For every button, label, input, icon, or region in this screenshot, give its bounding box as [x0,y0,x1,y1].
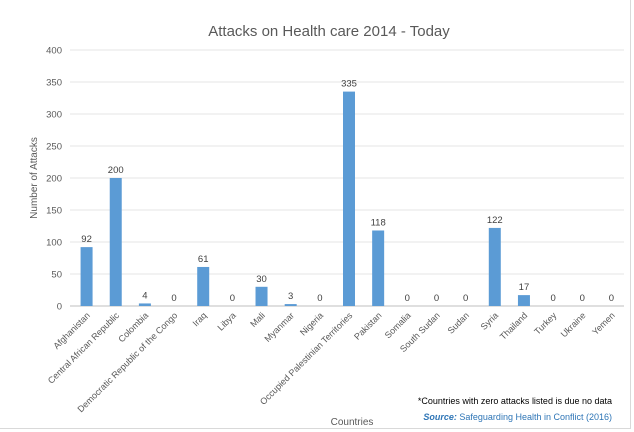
bar [517,295,530,306]
bar [255,286,268,306]
bar [372,230,385,306]
y-tick-label: 300 [46,110,62,121]
data-label: 0 [463,293,468,304]
data-label: 92 [81,234,92,245]
x-axis-title: Countries [331,417,374,428]
data-label: 0 [171,293,176,304]
x-tick-label: Mali [248,310,267,329]
x-tick-label: Libya [215,310,237,332]
data-label: 118 [371,217,386,228]
source-text: Safeguarding Health in Conflict (2016) [456,412,612,422]
bar [343,91,355,306]
y-tick-label: 0 [57,302,62,313]
x-tick-label: Syria [479,310,501,332]
y-tick-label: 50 [51,270,62,281]
y-tick-label: 350 [46,78,62,89]
data-label: 3 [288,291,293,302]
x-tick-label: Turkey [532,310,559,337]
bar [284,304,297,306]
source-prefix: Source: [423,412,457,422]
y-tick-label: 250 [46,142,62,153]
data-label: 4 [142,290,147,301]
data-label: 0 [230,293,235,304]
bar [138,303,151,306]
bar [488,227,501,306]
data-label: 0 [317,293,322,304]
data-label: 0 [609,293,614,304]
x-tick-label: Pakistan [352,310,383,341]
bar [80,247,93,306]
x-tick-label: Yemen [590,310,617,337]
footnote: *Countries with zero attacks listed is d… [417,396,612,406]
data-label: 61 [198,254,209,265]
bar [109,178,122,306]
data-label: 17 [519,282,530,293]
y-tick-label: 100 [46,238,62,249]
data-label: 200 [108,165,124,176]
x-tick-label: Myanmar [262,310,296,344]
data-label: 122 [487,215,503,226]
y-tick-label: 150 [46,206,62,217]
data-label: 335 [341,79,357,90]
x-tick-label: Nigeria [298,310,325,337]
bar [197,266,210,306]
y-tick-label: 200 [46,174,62,185]
x-tick-label: Sudan [446,310,471,335]
data-label: 0 [580,293,585,304]
chart-title: Attacks on Health care 2014 - Today [208,23,450,40]
data-label: 0 [550,293,555,304]
y-axis-title: Number of Attacks [29,137,40,219]
data-label: 30 [256,274,267,285]
bars [80,91,530,306]
data-label: 0 [434,293,439,304]
y-tick-label: 400 [46,46,62,57]
x-tick-label: Thailand [498,310,529,341]
y-axis-ticks: 0 50 100 150 200 250 300 350 400 [46,46,62,313]
source-note: Source: Safeguarding Health in Conflict … [423,412,612,422]
x-tick-label: Iraq [191,310,209,328]
data-label: 0 [405,293,410,304]
x-tick-label: Ukraine [559,310,588,339]
